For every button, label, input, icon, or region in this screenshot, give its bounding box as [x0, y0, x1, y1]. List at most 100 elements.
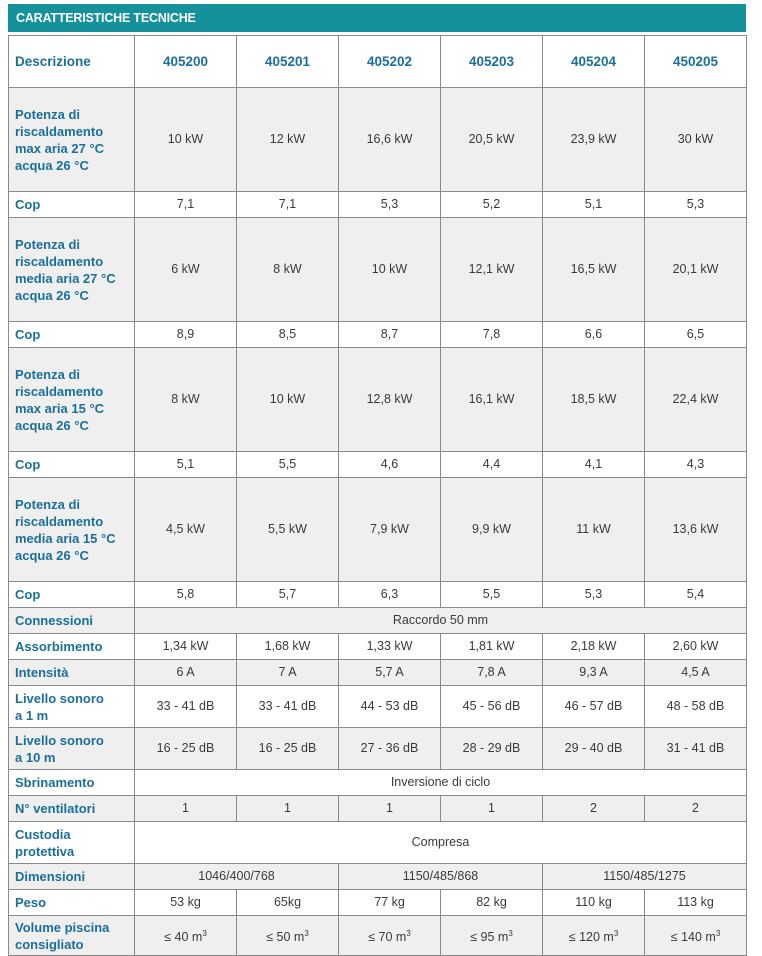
- column-header-model: 405200: [134, 35, 237, 88]
- table-cell-merged: 1150/485/1275: [542, 863, 747, 890]
- table-cell: 1: [134, 795, 237, 822]
- table-cell: 7,1: [134, 191, 237, 218]
- row-label-line: Sbrinamento: [15, 775, 95, 790]
- row-label-line: Potenza di: [15, 106, 81, 122]
- table-cell: 6,5: [644, 321, 747, 348]
- table-cell: 6 A: [134, 659, 237, 686]
- row-label-line: Potenza di: [15, 236, 81, 252]
- table-cell: 1: [338, 795, 441, 822]
- table-cell: 2,18 kW: [542, 633, 645, 660]
- table-row: Peso 53 kg 65kg 77 kg 82 kg 110 kg 113 kg: [8, 889, 747, 916]
- table-cell: 5,3: [644, 191, 747, 218]
- table-cell: 18,5 kW: [542, 347, 645, 452]
- row-label-line: Potenza di: [15, 496, 81, 512]
- table-cell: 5,5: [236, 451, 339, 478]
- row-label: Potenza di riscaldamento media aria 15 °C a…: [8, 477, 135, 582]
- table-cell-merged: 1046/400/768: [134, 863, 339, 890]
- column-header-model: 405203: [440, 35, 543, 88]
- row-label-line: riscaldamento: [15, 513, 104, 529]
- table-cell-merged: Raccordo 50 mm: [134, 607, 747, 634]
- row-label-line: acqua 26 °C: [15, 157, 89, 173]
- table-row: Potenza di riscaldamento media aria 27 °C a…: [8, 217, 747, 322]
- row-label-line: Dimensioni: [15, 869, 86, 884]
- table-cell: 31 - 41 dB: [644, 727, 747, 770]
- table-cell: 13,6 kW: [644, 477, 747, 582]
- row-label-line: Livello sonoro: [15, 690, 104, 706]
- table-cell: 113 kg: [644, 889, 747, 916]
- table-row: Assorbimento 1,34 kW 1,68 kW 1,33 kW 1,81 kW…: [8, 633, 747, 660]
- table-cell: 1,33 kW: [338, 633, 441, 660]
- table-cell: 1: [440, 795, 543, 822]
- column-header-description: Descrizione: [8, 35, 135, 88]
- table-cell: 7,1: [236, 191, 339, 218]
- table-cell: 5,7 A: [338, 659, 441, 686]
- row-label-line: Peso: [15, 895, 47, 910]
- column-header-model: 405201: [236, 35, 339, 88]
- volume-value: ≤ 50 m: [266, 930, 305, 945]
- table-cell: 10 kW: [338, 217, 441, 322]
- row-label: Sbrinamento: [8, 769, 135, 796]
- table-cell: ≤ 70 m3: [338, 915, 441, 956]
- table-row: Potenza di riscaldamento max aria 15 °C acq…: [8, 347, 747, 452]
- row-label-line: media aria 15 °C: [15, 530, 116, 546]
- row-label: Livello sonoro a 1 m: [8, 685, 135, 728]
- row-label-line: Livello sonoro: [15, 732, 104, 748]
- table-cell: 5,5 kW: [236, 477, 339, 582]
- table-cell: 5,7: [236, 581, 339, 608]
- table-cell: 4,1: [542, 451, 645, 478]
- table-row: Potenza di riscaldamento media aria 15 °C a…: [8, 477, 747, 582]
- volume-value: ≤ 40 m: [164, 930, 203, 945]
- table-cell: 5,3: [338, 191, 441, 218]
- table-cell: 5,1: [134, 451, 237, 478]
- table-cell: ≤ 40 m3: [134, 915, 237, 956]
- table-cell: 5,2: [440, 191, 543, 218]
- table-cell: 20,5 kW: [440, 87, 543, 192]
- table-cell-merged: 1150/485/868: [338, 863, 543, 890]
- row-label: Livello sonoro a 10 m: [8, 727, 135, 770]
- table-cell: 8,7: [338, 321, 441, 348]
- table-cell: 8,9: [134, 321, 237, 348]
- row-label-line: max aria 15 °C: [15, 400, 105, 416]
- volume-value: ≤ 120 m: [568, 930, 614, 945]
- table-cell: 2,60 kW: [644, 633, 747, 660]
- table-cell: 1,81 kW: [440, 633, 543, 660]
- table-row: Volume piscina consigliato ≤ 40 m3 ≤ 50 m3 ≤…: [8, 915, 747, 956]
- table-cell: 10 kW: [236, 347, 339, 452]
- table-cell: 5,8: [134, 581, 237, 608]
- row-label-line: Potenza di: [15, 366, 81, 382]
- table-cell: 9,3 A: [542, 659, 645, 686]
- row-label: Potenza di riscaldamento media aria 27 °C a…: [8, 217, 135, 322]
- table-cell-merged: Inversione di ciclo: [134, 769, 747, 796]
- table-cell: 22,4 kW: [644, 347, 747, 452]
- table-cell: 23,9 kW: [542, 87, 645, 192]
- table-row: Cop 8,9 8,5 8,7 7,8 6,6 6,5: [8, 321, 747, 348]
- table-cell: 16,1 kW: [440, 347, 543, 452]
- table-row: Custodia protettiva Compresa: [8, 821, 747, 864]
- table-row: Sbrinamento Inversione di ciclo: [8, 769, 747, 796]
- row-label-line: Connessioni: [15, 613, 94, 628]
- table-row: Dimensioni 1046/400/768 1150/485/868 1150/4…: [8, 863, 747, 890]
- table-cell: ≤ 50 m3: [236, 915, 339, 956]
- table-cell: 1: [236, 795, 339, 822]
- table-cell: 16,6 kW: [338, 87, 441, 192]
- row-label-line: Assorbimento: [15, 639, 103, 654]
- table-row: Connessioni Raccordo 50 mm: [8, 607, 747, 634]
- row-label: Assorbimento: [8, 633, 135, 660]
- row-label-line: Volume piscina: [15, 919, 110, 935]
- row-label: Connessioni: [8, 607, 135, 634]
- table-cell: 48 - 58 dB: [644, 685, 747, 728]
- table-cell: 16,5 kW: [542, 217, 645, 322]
- table-cell: 16 - 25 dB: [134, 727, 237, 770]
- row-label: N° ventilatori: [8, 795, 135, 822]
- table-cell: 2: [542, 795, 645, 822]
- row-label-line: riscaldamento: [15, 123, 104, 139]
- table-cell: 12 kW: [236, 87, 339, 192]
- table-cell: 20,1 kW: [644, 217, 747, 322]
- table-cell: 12,8 kW: [338, 347, 441, 452]
- row-label-line: acqua 26 °C: [15, 547, 89, 563]
- row-label-line: Cop: [15, 587, 41, 602]
- table-cell: 4,5 A: [644, 659, 747, 686]
- row-label-line: N° ventilatori: [15, 801, 96, 816]
- row-label: Dimensioni: [8, 863, 135, 890]
- row-label-line: acqua 26 °C: [15, 417, 89, 433]
